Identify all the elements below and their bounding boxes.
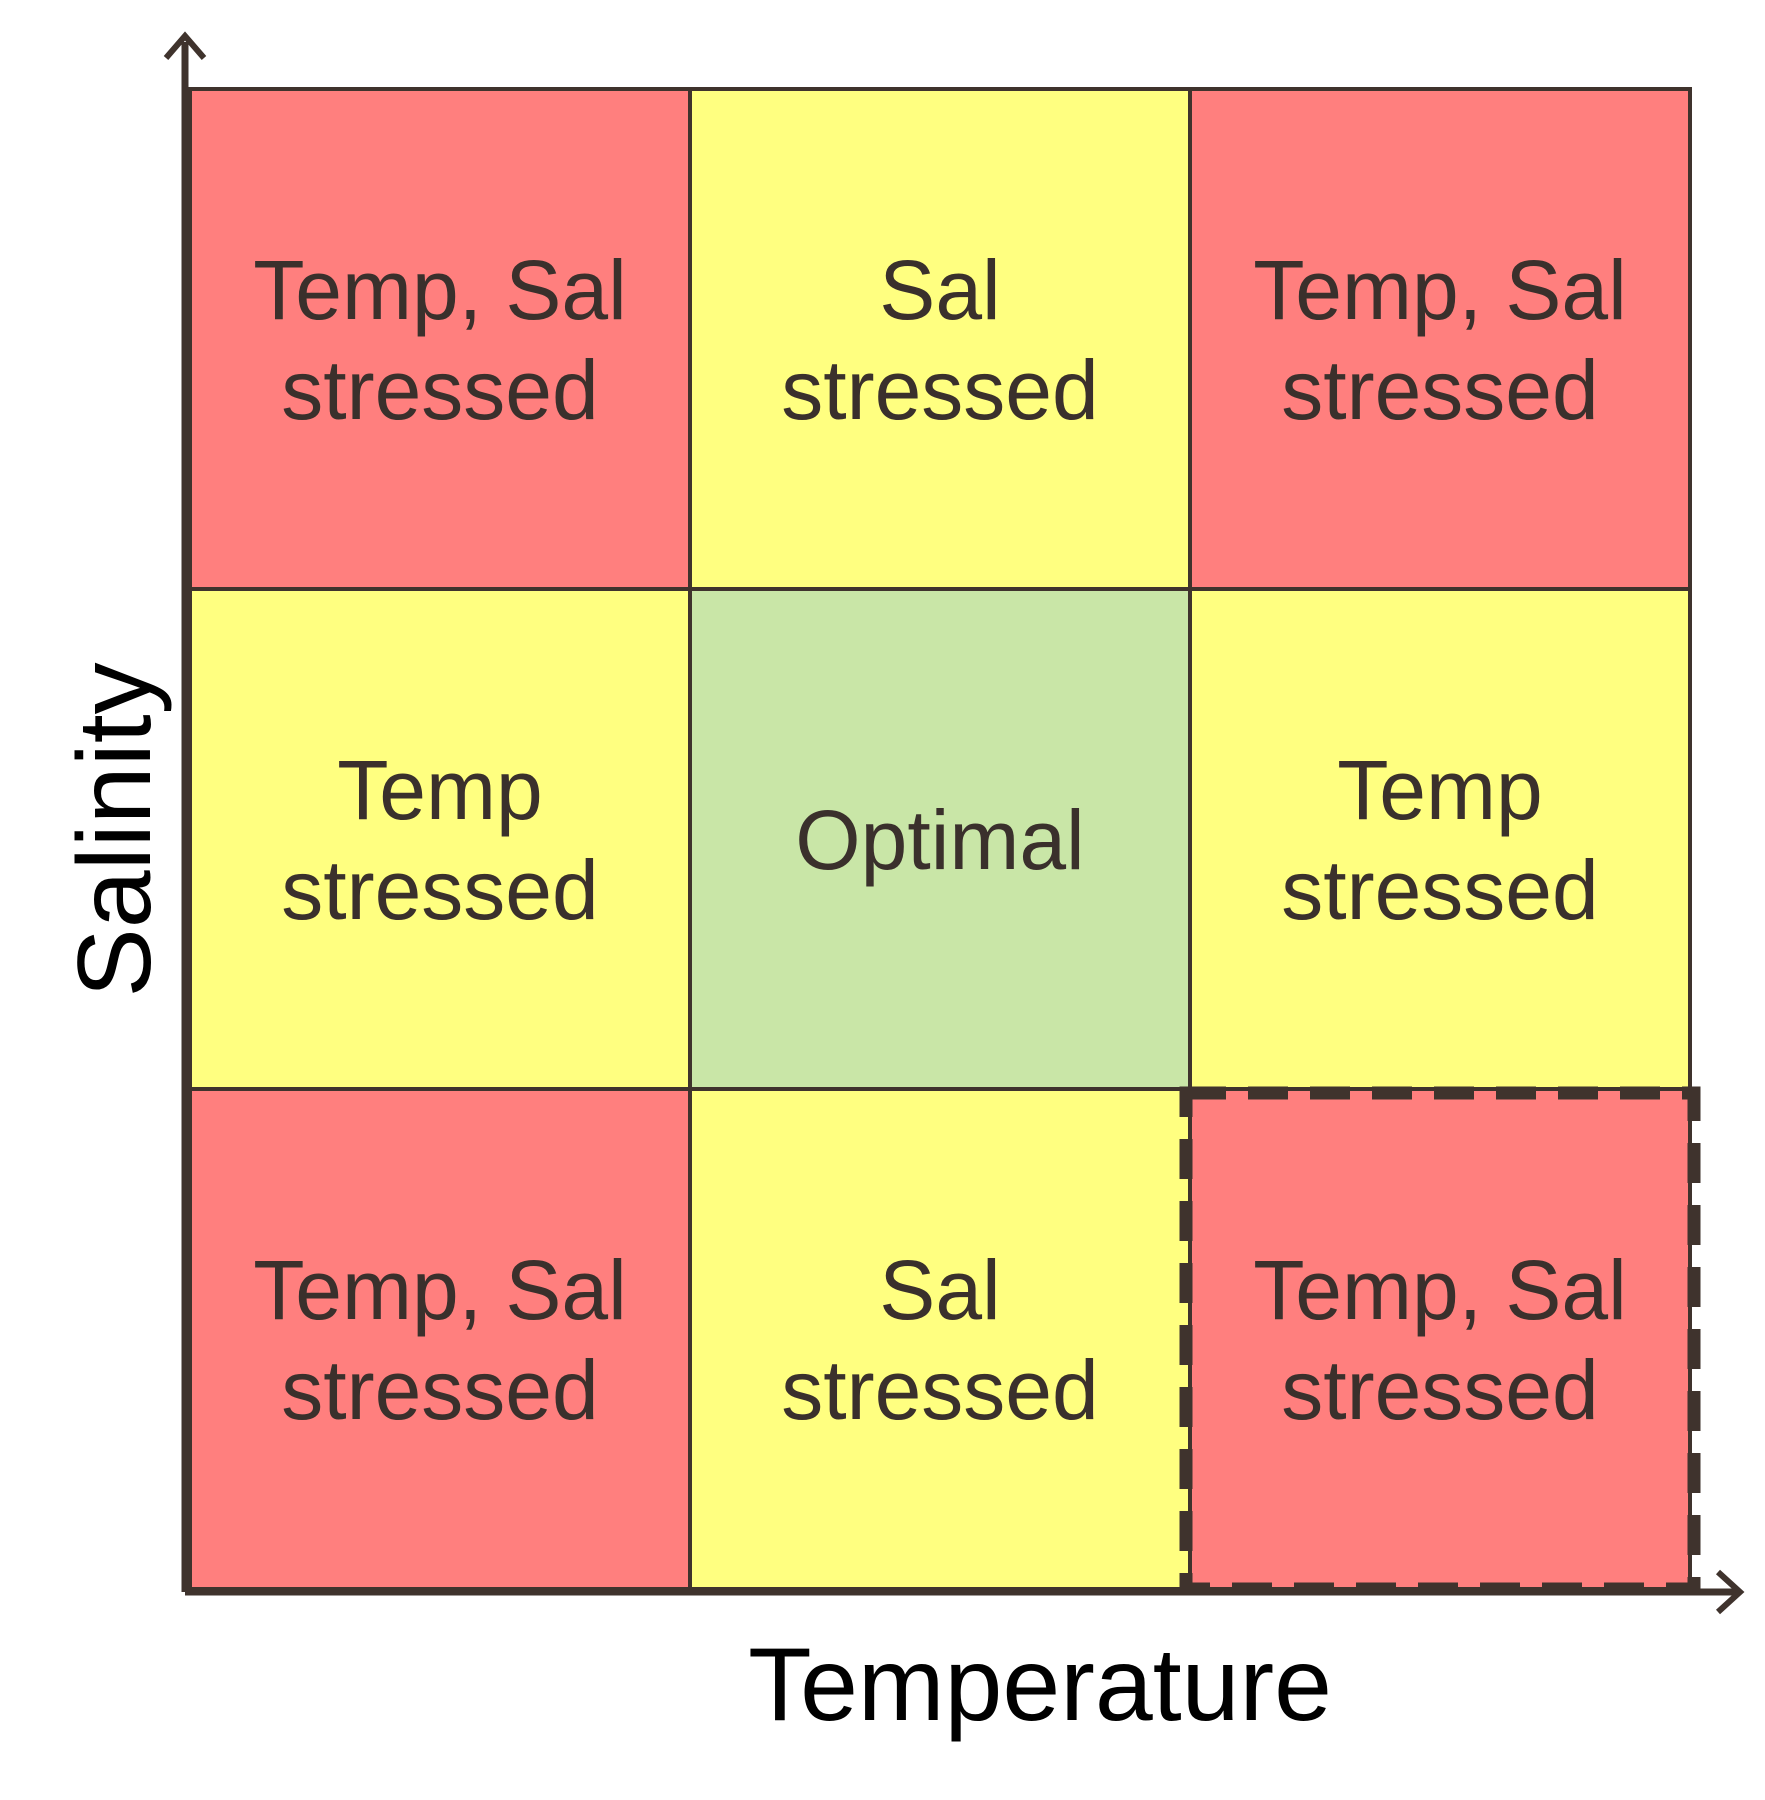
grid-cell-background xyxy=(1188,587,1692,1091)
grid-cell-background xyxy=(188,87,692,591)
y-axis-arrowhead xyxy=(163,31,207,60)
y-axis-label: Salinity xyxy=(57,662,173,997)
grid-cell-label-line: Temp, Sal xyxy=(1253,1243,1627,1337)
grid-cell-background xyxy=(688,87,1192,591)
highlighted-cell-dashed-border xyxy=(1179,1086,1701,1596)
grid-cell-background xyxy=(188,587,692,1091)
grid-cell: Optimal xyxy=(688,587,1192,1091)
grid-cell-label-line: Temp, Sal xyxy=(1253,243,1627,337)
grid-cell-background xyxy=(688,1087,1192,1591)
grid-cell-label-line: stressed xyxy=(1281,843,1598,937)
grid-cell-background xyxy=(688,587,1192,1091)
grid-cell-label-line: Temp, Sal xyxy=(253,243,627,337)
x-axis-label: Temperature xyxy=(748,1627,1332,1743)
grid-cell-label-line: stressed xyxy=(281,1343,598,1437)
grid-cell-label-line: stressed xyxy=(781,1343,1098,1437)
grid-cell-background xyxy=(188,1087,692,1591)
grid-cell-label-line: stressed xyxy=(281,843,598,937)
grid-cell-label-line: Temp, Sal xyxy=(253,1243,627,1337)
grid-cell-label-line: Temp xyxy=(1337,743,1542,837)
x-axis-arrowhead xyxy=(1715,1569,1745,1615)
grid-cell-label-line: Temp xyxy=(337,743,542,837)
grid-cell-label-line: stressed xyxy=(1281,1343,1598,1437)
grid-cell-label-line: Sal xyxy=(879,243,1000,337)
grid-cell-label-line: Sal xyxy=(879,1243,1000,1337)
axes xyxy=(163,31,1745,1615)
grid-cell-label-line: Optimal xyxy=(795,793,1084,887)
grid-cell-label-line: stressed xyxy=(781,343,1098,437)
grid-cell-background xyxy=(1188,87,1692,591)
grid-cell-label-line: stressed xyxy=(281,343,598,437)
grid-cell-label-line: stressed xyxy=(1281,343,1598,437)
grid-cell-background xyxy=(1188,1087,1692,1591)
